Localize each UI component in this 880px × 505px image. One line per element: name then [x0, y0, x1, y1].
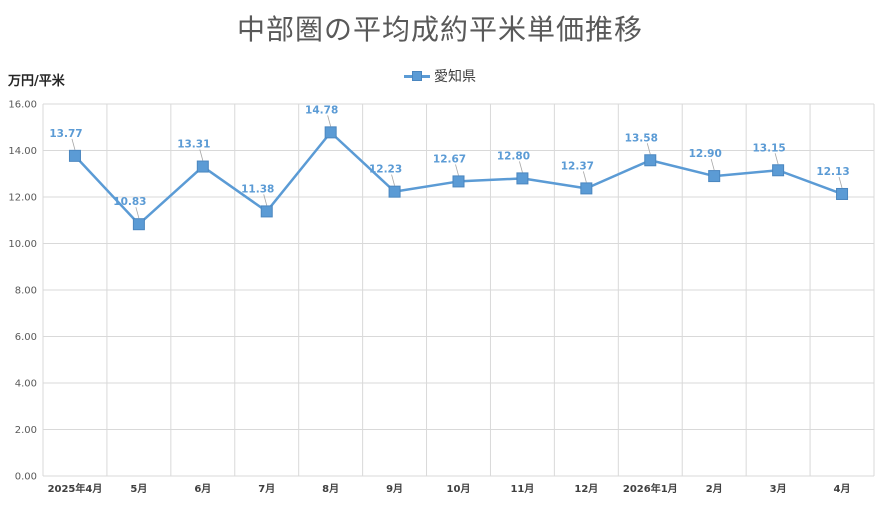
y-tick-label: 14.00	[8, 146, 37, 157]
data-point-marker	[260, 205, 273, 218]
y-tick-label: 16.00	[8, 100, 37, 111]
chart-title: 中部圏の平均成約平米単価推移	[236, 13, 643, 46]
data-label-leader	[646, 143, 651, 155]
data-point-marker	[324, 126, 337, 139]
y-tick-label: 2.00	[15, 425, 37, 436]
y-tick-label: 6.00	[15, 332, 37, 343]
y-tick-label: 10.00	[8, 239, 37, 250]
data-point-marker	[452, 175, 465, 188]
data-point-marker	[580, 182, 593, 195]
legend-line-marker-icon	[404, 69, 430, 83]
data-label-leader	[710, 158, 715, 171]
x-tick-label: 2026年1月	[623, 482, 678, 495]
data-label: 12.23	[369, 164, 402, 176]
x-tick-label: 6月	[194, 483, 211, 495]
data-point-marker	[196, 160, 209, 173]
x-tick-label: 4月	[834, 483, 851, 495]
x-tick-label: 3月	[770, 483, 787, 495]
y-tick-label: 8.00	[15, 286, 37, 297]
data-label: 13.58	[625, 132, 658, 144]
data-label-leader	[71, 138, 76, 150]
data-label: 12.67	[433, 153, 466, 165]
data-label-leader	[263, 194, 268, 206]
x-tick-label: 9月	[386, 483, 403, 495]
data-point-marker	[388, 185, 401, 198]
data-label: 12.13	[816, 166, 849, 178]
data-label-leader	[199, 149, 204, 161]
y-tick-label: 4.00	[15, 379, 37, 390]
data-point-marker	[772, 164, 785, 177]
legend-label: 愛知県	[434, 69, 476, 85]
data-label: 12.90	[689, 148, 722, 160]
data-point-marker	[516, 172, 529, 185]
data-label: 10.83	[113, 196, 146, 208]
data-label-leader	[838, 176, 843, 189]
data-label: 12.80	[497, 150, 530, 162]
x-tick-label: 5月	[130, 483, 147, 495]
data-point-marker	[644, 154, 657, 167]
x-tick-label: 2月	[706, 483, 723, 495]
data-point-marker	[68, 149, 81, 162]
data-label-leader	[391, 174, 395, 186]
x-tick-label: 8月	[322, 483, 339, 495]
legend: 愛知県	[404, 66, 476, 86]
y-tick-label: 0.00	[15, 472, 37, 483]
data-label-leader	[582, 171, 587, 183]
data-label-leader	[519, 161, 523, 173]
data-label-leader	[774, 153, 779, 165]
x-tick-label: 10月	[447, 483, 471, 495]
x-tick-label: 12月	[574, 483, 598, 495]
x-tick-label: 11月	[510, 483, 534, 495]
y-axis-unit-label: 万円/平米	[8, 74, 65, 89]
data-label: 13.77	[49, 128, 82, 140]
data-label-leader	[135, 207, 140, 219]
y-tick-label: 12.00	[8, 193, 37, 204]
data-label: 13.15	[753, 142, 786, 154]
data-label: 11.38	[241, 183, 274, 195]
data-point-marker	[132, 218, 145, 231]
data-label-leader	[327, 115, 332, 127]
data-label: 13.31	[177, 139, 210, 151]
x-tick-label: 7月	[258, 483, 275, 495]
data-label: 14.78	[305, 104, 338, 116]
data-label-leader	[455, 164, 459, 176]
data-point-marker	[708, 170, 721, 183]
data-point-marker	[836, 187, 849, 200]
data-label: 12.37	[561, 160, 594, 172]
x-tick-label: 2025年4月	[48, 482, 103, 495]
